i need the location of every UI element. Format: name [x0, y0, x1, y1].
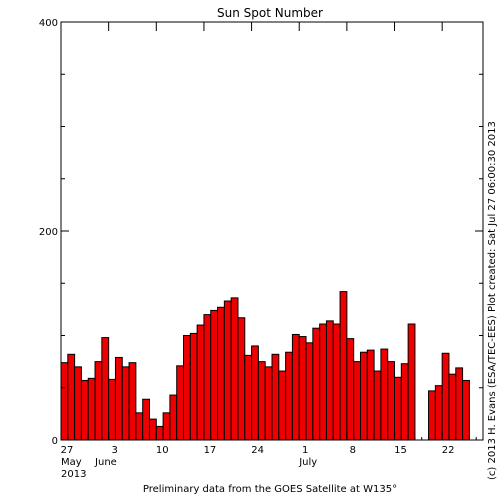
bar — [176, 365, 185, 441]
bar — [196, 324, 205, 441]
bar — [387, 361, 396, 441]
bar — [74, 366, 82, 441]
bar — [359, 351, 368, 441]
bars-group — [60, 291, 470, 441]
bar — [332, 323, 341, 441]
bar — [183, 335, 191, 441]
bar — [264, 366, 273, 441]
bar — [60, 362, 69, 441]
x-tick-label: 1 — [302, 445, 308, 456]
bar — [366, 349, 375, 441]
x-tick-label: 24 — [251, 445, 264, 456]
month-label: May — [61, 457, 82, 468]
month-label: June — [94, 457, 117, 468]
x-tick-label: 17 — [204, 445, 217, 456]
bar — [462, 379, 470, 441]
right-side-text: (c) 2013 H. Evans (ESA/TEC-EES) Plot cre… — [487, 121, 498, 480]
x-tick-label: 3 — [111, 445, 117, 456]
bar — [305, 342, 314, 441]
bar — [373, 370, 382, 441]
bar — [121, 366, 130, 441]
bar — [87, 377, 96, 441]
bar — [312, 327, 321, 441]
bar — [142, 398, 150, 441]
y-tick-label: 200 — [39, 227, 58, 238]
bar — [155, 425, 164, 441]
bar — [101, 337, 110, 441]
x-tick-label: 27 — [61, 445, 74, 456]
bar — [128, 362, 137, 441]
bar — [217, 306, 225, 441]
bar — [80, 379, 89, 441]
bar — [148, 418, 157, 441]
bar — [380, 348, 389, 441]
bar — [223, 300, 232, 441]
bar — [353, 361, 361, 441]
y-tick-label: 0 — [52, 436, 58, 447]
chart-title: Sun Spot Number — [217, 6, 323, 20]
bar — [162, 412, 171, 441]
bar — [448, 373, 457, 441]
x-tick-label: 10 — [156, 445, 169, 456]
bar — [455, 367, 464, 441]
month-label: July — [298, 457, 317, 468]
bar — [298, 336, 307, 441]
axes-group: 0 200 400 27 3 10 17 24 1 8 15 22 May June July 2013 — [39, 18, 484, 480]
bar — [319, 323, 327, 441]
bar — [169, 394, 178, 441]
year-label: 2013 — [61, 469, 86, 480]
y-tick-label: 400 — [39, 18, 58, 29]
bar — [278, 370, 287, 441]
bar — [428, 390, 436, 441]
bar — [434, 385, 443, 441]
bar — [394, 376, 402, 441]
bar — [339, 291, 348, 441]
bar — [441, 352, 450, 441]
bar — [210, 309, 219, 441]
bar — [94, 361, 103, 441]
bar — [400, 363, 409, 441]
bar — [291, 333, 300, 441]
bar — [108, 378, 116, 441]
bar — [230, 297, 239, 441]
bar — [407, 323, 416, 441]
bar — [244, 354, 253, 441]
bar — [135, 412, 144, 441]
bar — [203, 314, 212, 441]
bar — [237, 317, 246, 441]
bar — [67, 353, 76, 441]
bar — [325, 320, 334, 441]
x-tick-label: 8 — [350, 445, 356, 456]
footer-text: Preliminary data from the GOES Satellite… — [143, 484, 397, 495]
x-tick-label: 22 — [442, 445, 455, 456]
bar — [251, 345, 259, 441]
bar — [285, 351, 293, 441]
bar — [271, 353, 280, 441]
bar — [189, 332, 198, 441]
bar — [114, 356, 123, 441]
bar — [257, 361, 266, 441]
bar — [346, 338, 355, 441]
x-tick-label: 15 — [394, 445, 407, 456]
